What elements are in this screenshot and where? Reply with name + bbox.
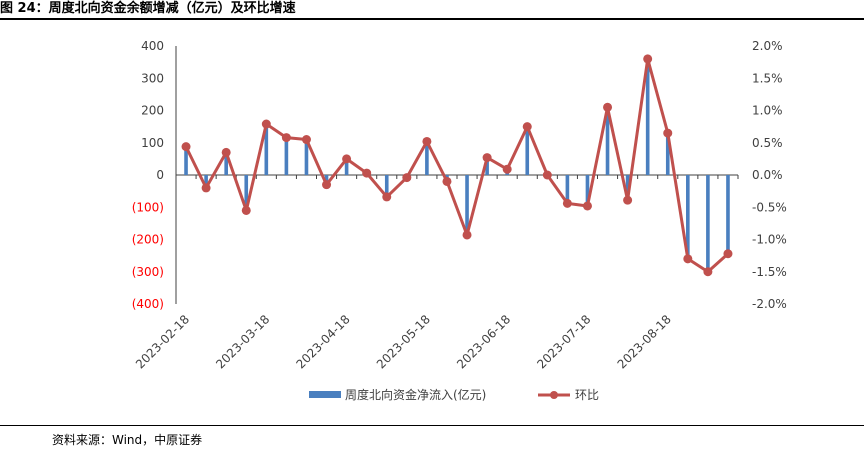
line-point [462, 230, 472, 240]
legend: 周度北向资金净流入(亿元) 环比 [309, 387, 599, 402]
line-point [683, 254, 693, 264]
x-tick-label: 2023-04-18 [294, 312, 353, 371]
right-axis-tick-label: 0.5% [752, 136, 783, 150]
x-tick-label: 2023-06-18 [454, 312, 513, 371]
bar [304, 139, 309, 175]
bar [204, 175, 208, 188]
right-axis-tick-label: -1.0% [752, 233, 787, 247]
bar [485, 157, 489, 175]
bar [384, 175, 389, 196]
bar [706, 175, 710, 272]
line-point [362, 168, 372, 178]
legend-bar-label: 周度北向资金净流入(亿元) [345, 387, 486, 402]
line-point [422, 136, 432, 146]
line-point [241, 205, 251, 215]
left-axis-tick-label: (300) [132, 265, 164, 279]
line-point [663, 128, 673, 138]
line-point [522, 122, 532, 132]
bar [344, 158, 349, 175]
right-axis-tick-label: 2.0% [752, 39, 783, 53]
bar [645, 58, 650, 175]
bar [686, 175, 690, 261]
line-point [221, 147, 231, 157]
line-point [502, 164, 512, 174]
line-point [603, 102, 613, 112]
line-point [723, 249, 733, 259]
source-note: 资料来源：Wind，中原证券 [52, 433, 203, 447]
line-path [184, 57, 730, 274]
bar [324, 175, 329, 185]
bar [665, 133, 670, 175]
x-tick-label: 2023-02-18 [133, 312, 192, 371]
line-point [402, 173, 412, 183]
legend-bar-swatch [309, 391, 341, 398]
x-tick-label: 2023-08-18 [615, 312, 674, 371]
bar [726, 175, 730, 255]
bottom-rule [0, 425, 864, 426]
bar [525, 126, 530, 175]
line-point [562, 198, 572, 208]
right-axis-tick-label: 1.0% [752, 104, 783, 118]
left-axis-tick-label: 200 [141, 104, 164, 118]
top-rule [0, 18, 864, 20]
x-tick-label: 2023-07-18 [534, 312, 593, 371]
chart: 400 300 200 100 0 (100) (200) (300) (400) 2.0% 1.5… [132, 39, 787, 402]
bar-series [184, 58, 730, 272]
left-axis-tick-label: 300 [141, 71, 164, 85]
bar [244, 175, 249, 211]
right-axis-tick-label: -0.5% [752, 200, 787, 214]
legend-line-label: 环比 [575, 388, 599, 402]
line-point [643, 54, 653, 64]
line-point [703, 267, 713, 277]
bar [224, 152, 228, 175]
x-tick-label: 2023-03-18 [213, 312, 272, 371]
bar [284, 136, 289, 175]
line-point [201, 183, 211, 193]
chart-title: 图 24：周度北向资金余额增减（亿元）及环比增速 [0, 1, 296, 16]
bar [605, 107, 610, 175]
line-point [281, 133, 291, 143]
line-series [181, 54, 733, 277]
line-point [442, 176, 452, 186]
bar [585, 175, 590, 206]
bar [425, 141, 429, 175]
right-axis-tick-label: -2.0% [752, 297, 787, 311]
bar [465, 175, 469, 235]
left-axis-tick-label: (400) [132, 297, 164, 311]
line-point [342, 154, 352, 164]
left-axis-tick-label: (200) [132, 233, 164, 247]
right-axis-tick-label: 1.5% [752, 71, 783, 85]
left-axis-tick-label: 0 [156, 168, 164, 182]
line-point [382, 192, 392, 202]
line-point [542, 170, 552, 180]
x-tick-label: 2023-05-18 [374, 312, 433, 371]
bar [184, 145, 188, 175]
bar [264, 123, 269, 175]
line-point [322, 180, 332, 190]
legend-line-marker [550, 391, 558, 399]
line-point [301, 135, 311, 145]
line-point [623, 195, 633, 205]
right-axis-tick-label: 0.0% [752, 168, 783, 182]
line-point [261, 119, 271, 129]
line-point [582, 201, 592, 211]
line-point [482, 153, 492, 163]
bar [565, 175, 570, 205]
left-axis-tick-label: 100 [141, 136, 164, 150]
left-axis-tick-label: 400 [141, 39, 164, 53]
line-point [181, 142, 191, 152]
left-axis-tick-label: (100) [132, 200, 164, 214]
right-axis-tick-label: -1.5% [752, 265, 787, 279]
bar [625, 175, 630, 200]
